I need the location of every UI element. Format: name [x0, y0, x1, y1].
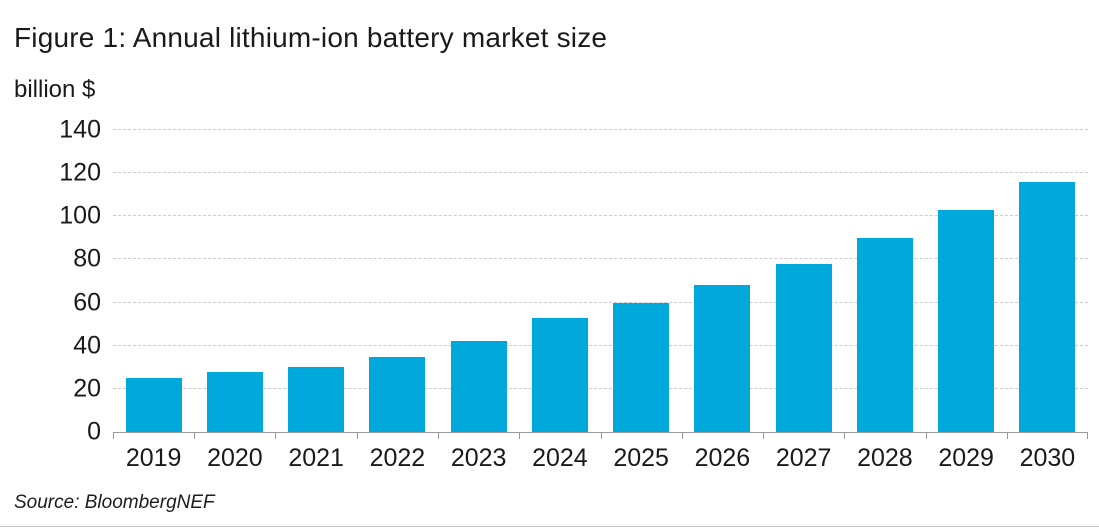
bar-2029	[938, 209, 995, 432]
bar-2025	[613, 302, 670, 432]
x-axis-labels: 2019 2020 2021 2022 2023 2024 2025 2026 2027 2028…	[113, 444, 1088, 473]
x-axis-tick	[600, 432, 602, 439]
x-axis-tick	[844, 432, 846, 439]
x-axis-tick	[275, 432, 277, 439]
x-axis-tick	[113, 432, 114, 439]
bar-2026	[694, 285, 751, 432]
y-tick-label-80: 80	[73, 244, 101, 273]
y-tick-label-140: 140	[59, 115, 101, 144]
x-axis-tick	[519, 432, 521, 439]
x-tick-label-2020: 2020	[207, 444, 263, 472]
x-tick-label-2029: 2029	[938, 444, 994, 472]
x-axis-tick	[925, 432, 927, 439]
bar-2027	[775, 263, 832, 432]
y-tick-label-60: 60	[73, 288, 101, 317]
x-axis-tick	[194, 432, 196, 439]
bar-2019	[125, 378, 182, 432]
bottom-divider	[0, 526, 1099, 527]
gridline-y-120	[113, 172, 1088, 174]
gridline-y-140	[113, 129, 1088, 130]
figure-title: Figure 1: Annual lithium-ion battery mar…	[14, 22, 608, 53]
y-tick-label-40: 40	[73, 331, 101, 360]
x-tick-label-2021: 2021	[288, 444, 344, 472]
gridline-y-20	[113, 387, 1088, 389]
x-tick-label-2025: 2025	[613, 444, 669, 472]
x-tick-label-2019: 2019	[125, 444, 182, 472]
bar-2024	[531, 317, 588, 432]
x-tick-label-2024: 2024	[532, 444, 588, 472]
plot-area: 0 20 40 60 80 100 120 140	[59, 117, 1088, 444]
gridline-y-80	[113, 258, 1088, 260]
y-tick-label-0: 0	[87, 417, 101, 446]
x-tick-label-2028: 2028	[857, 444, 913, 472]
x-tick-label-2026: 2026	[694, 444, 751, 472]
x-axis-tick	[1006, 432, 1008, 439]
bar-2021	[288, 367, 345, 432]
bar-2028	[856, 237, 913, 432]
gridline-y-60	[113, 301, 1088, 303]
x-axis-tick	[1087, 432, 1088, 439]
bar-2020	[206, 371, 263, 432]
bar-2030	[1019, 181, 1076, 432]
source-note: Source: BloombergNEF	[14, 492, 215, 513]
x-tick-label-2023: 2023	[450, 444, 507, 472]
y-tick-label-100: 100	[59, 201, 101, 230]
y-tick-label-120: 120	[59, 158, 101, 187]
x-axis-tick	[356, 432, 358, 439]
x-tick-label-2022: 2022	[369, 444, 426, 472]
x-axis-tick	[681, 432, 683, 439]
gridline-y-40	[113, 344, 1088, 346]
y-tick-label-20: 20	[73, 374, 101, 403]
x-tick-label-2030: 2030	[1019, 444, 1076, 472]
bar-2022	[369, 356, 426, 432]
gridline-y-100	[113, 215, 1088, 217]
x-axis-tick	[762, 432, 764, 439]
y-axis-unit-label: billion $	[14, 76, 96, 103]
x-tick-label-2027: 2027	[775, 444, 832, 472]
bar-2023	[450, 341, 507, 432]
x-axis-tick	[437, 432, 439, 439]
